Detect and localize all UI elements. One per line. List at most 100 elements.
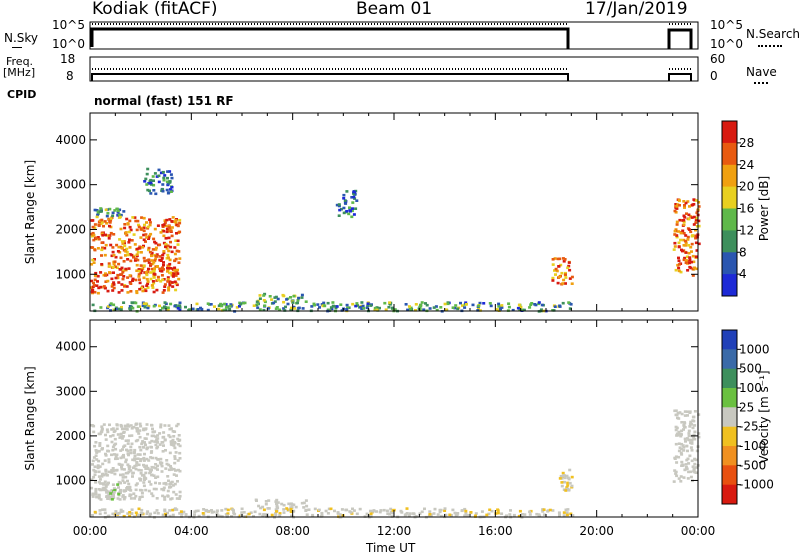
heatmap-cell (104, 243, 108, 247)
heatmap-cell (135, 228, 139, 232)
heatmap-cell (174, 451, 178, 454)
heatmap-cell (118, 436, 122, 439)
heatmap-cell (135, 247, 139, 251)
heatmap-cell (126, 222, 130, 225)
heatmap-cell (119, 488, 122, 492)
heatmap-cell (685, 467, 689, 471)
heatmap-cell (90, 486, 94, 490)
heatmap-cell (175, 283, 179, 287)
heatmap-cell (117, 262, 121, 266)
heatmap-cell (109, 497, 113, 501)
heatmap-cell (517, 515, 521, 518)
colorbar-tick-label: 8 (739, 245, 747, 259)
heatmap-cell (378, 306, 381, 310)
heatmap-cell (500, 512, 504, 515)
heatmap-cell (126, 449, 130, 453)
heatmap-cell (130, 512, 134, 515)
heatmap-cell (564, 489, 568, 492)
colorbar-swatch (722, 121, 737, 144)
heatmap-cell (137, 275, 141, 278)
heatmap-cell (157, 174, 161, 178)
heatmap-cell (689, 475, 693, 479)
heatmap-cell (94, 470, 98, 473)
heatmap-cell (133, 457, 137, 460)
heatmap-cell (104, 452, 107, 456)
heatmap-cell (124, 267, 128, 271)
heatmap-cell (101, 487, 105, 491)
heatmap-cell (356, 304, 359, 307)
heatmap-cell (173, 446, 177, 450)
freq-max-label: 18 (60, 52, 76, 66)
heatmap-cell (114, 447, 118, 451)
heatmap-cell (104, 274, 107, 277)
heatmap-cell (328, 309, 332, 312)
heatmap-cell (144, 240, 147, 243)
heatmap-cell (142, 238, 146, 242)
heatmap-cell (176, 480, 179, 483)
heatmap-cell (542, 513, 546, 516)
heatmap-region (255, 292, 308, 304)
heatmap-cell (111, 512, 115, 516)
heatmap-cell (168, 267, 172, 270)
heatmap-cell (261, 514, 265, 518)
heatmap-cell (134, 488, 138, 492)
nsky-label: N.Sky (4, 31, 39, 45)
heatmap-cell (100, 430, 104, 433)
heatmap-cell (390, 306, 394, 310)
heatmap-cell (116, 276, 120, 280)
heatmap-cell (477, 306, 480, 310)
heatmap-cell (274, 307, 278, 310)
heatmap-cell (178, 490, 182, 494)
heatmap-cell (129, 290, 133, 293)
heatmap-cell (122, 275, 126, 278)
heatmap-cell (446, 302, 450, 306)
heatmap-cell (408, 307, 412, 311)
heatmap-cell (162, 178, 166, 182)
colorbar-swatch (722, 368, 737, 389)
heatmap-cell (157, 278, 161, 282)
heatmap-cell (109, 435, 113, 438)
heatmap-cell (133, 216, 137, 219)
heatmap-cell (215, 509, 219, 512)
heatmap-cell (338, 513, 342, 516)
heatmap-cell (113, 429, 117, 433)
heatmap-cell (141, 246, 145, 249)
heatmap-cell (137, 432, 141, 435)
heatmap-cell (168, 258, 172, 262)
heatmap-cell (222, 308, 226, 312)
heatmap-cell (689, 446, 693, 449)
heatmap-cell (178, 218, 182, 222)
heatmap-cell (167, 479, 170, 483)
heatmap-cell (346, 306, 350, 310)
heatmap-cell (98, 478, 102, 481)
heatmap-cell (428, 510, 432, 513)
heatmap-cell (676, 412, 680, 415)
heatmap-cell (692, 468, 696, 471)
heatmap-cell (557, 511, 561, 514)
heatmap-cell (695, 249, 699, 252)
heatmap-cell (135, 291, 139, 295)
heatmap-cell (129, 445, 133, 449)
heatmap-cell (138, 287, 142, 291)
heatmap-cell (108, 264, 112, 268)
heatmap-cell (682, 258, 686, 262)
heatmap-cell (406, 308, 410, 312)
heatmap-cell (685, 212, 688, 215)
heatmap-cell (122, 497, 126, 501)
heatmap-cell (353, 190, 357, 194)
heatmap-cell (563, 258, 567, 261)
heatmap-cell (169, 497, 173, 501)
heatmap-cell (516, 306, 520, 310)
heatmap-cell (147, 459, 151, 462)
heatmap-cell (167, 236, 171, 240)
heatmap-cell (174, 274, 178, 277)
heatmap-cell (112, 283, 116, 286)
heatmap-cell (137, 247, 141, 250)
colorbar-swatch (722, 349, 737, 370)
heatmap-cell (143, 259, 147, 263)
freq-label: Freq. (6, 55, 34, 68)
heatmap-cell (210, 511, 214, 514)
heatmap-cell (159, 462, 163, 466)
heatmap-cell (685, 437, 689, 440)
heatmap-cell (152, 290, 156, 294)
